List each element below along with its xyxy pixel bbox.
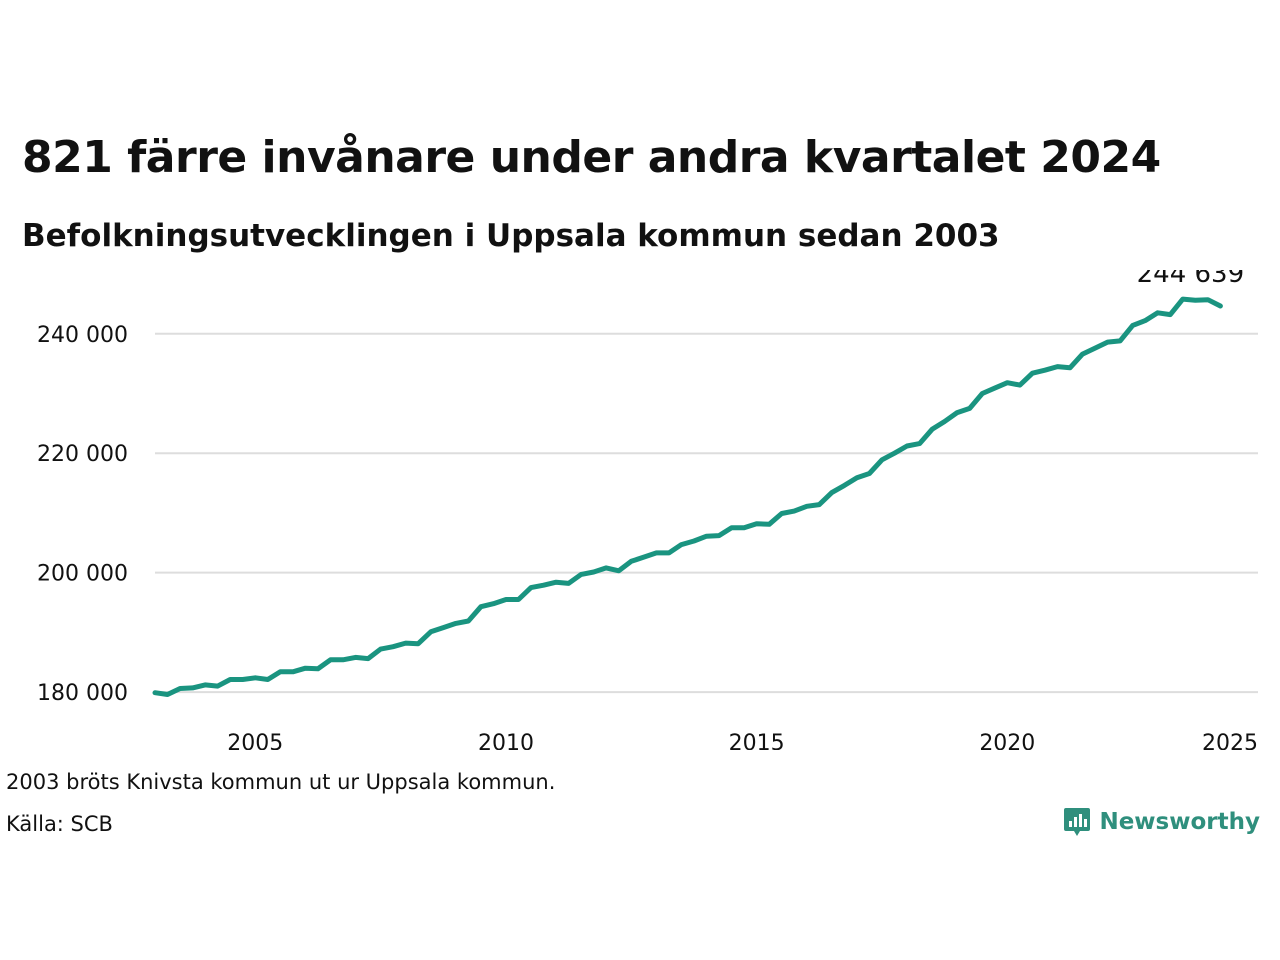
x-tick-label: 2020 — [979, 731, 1035, 750]
series-layer — [152, 296, 1223, 697]
population-line — [152, 296, 1223, 697]
brand-name: Newsworthy — [1099, 809, 1260, 835]
y-tick-label: 220 000 — [37, 442, 128, 467]
brand: Newsworthy — [1063, 806, 1260, 838]
source-text: Källa: SCB — [6, 812, 113, 836]
x-tick-label: 2015 — [729, 731, 785, 750]
x-tick-label: 2005 — [227, 731, 283, 750]
y-tick-label: 200 000 — [37, 562, 128, 587]
x-axis-ticks: 2005 2010 2015 2020 2025 — [227, 731, 1258, 750]
last-value-label: 244 639 — [1137, 270, 1245, 289]
chart-subtitle: Befolkningsutvecklingen i Uppsala kommun… — [22, 218, 1000, 254]
x-tick-label: 2025 — [1202, 731, 1258, 750]
y-axis-ticks: 180 000 200 000 220 000 240 000 — [37, 323, 128, 706]
footnote: 2003 bröts Knivsta kommun ut ur Uppsala … — [6, 770, 556, 794]
newsworthy-logo-icon — [1064, 808, 1091, 836]
grid-lines — [155, 332, 1258, 694]
chart-title: 821 färre invånare under andra kvartalet… — [22, 132, 1161, 183]
y-tick-label: 180 000 — [37, 681, 128, 706]
line-chart: 180 000 200 000 220 000 240 000 2005 2010 201… — [37, 270, 1258, 750]
x-tick-label: 2010 — [478, 731, 534, 750]
y-tick-label: 240 000 — [37, 323, 128, 348]
